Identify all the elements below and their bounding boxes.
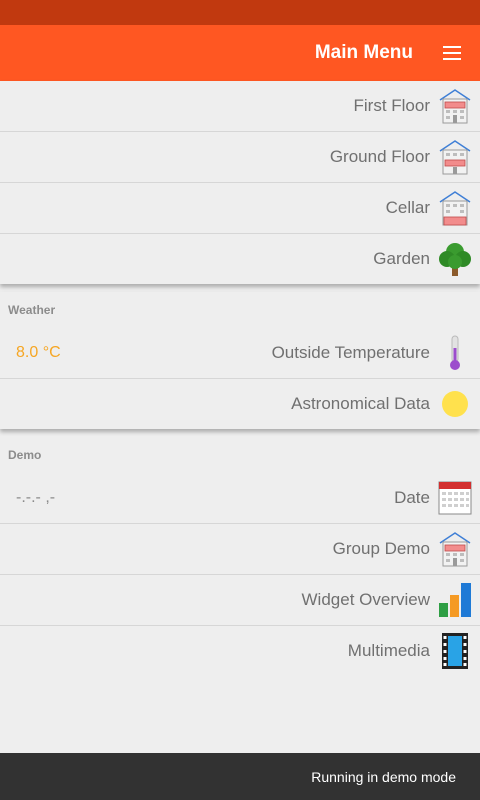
menu-item-outside-temperature[interactable]: 8.0 °C Outside Temperature	[0, 328, 480, 379]
tree-icon	[438, 240, 472, 278]
sun-icon	[438, 385, 472, 423]
snackbar-message: Running in demo mode	[311, 768, 456, 785]
menu-item-ground-floor[interactable]: Ground Floor	[0, 132, 480, 183]
menu-item-label: Widget Overview	[301, 590, 430, 609]
menu-item-label: Ground Floor	[329, 147, 430, 166]
hamburger-icon[interactable]	[443, 46, 461, 60]
demo-card: Demo -.-.- ,- Date Group Demo	[0, 437, 480, 677]
menu-item-label: Outside Temperature	[271, 343, 430, 362]
menu-item-label: Garden	[373, 249, 430, 268]
menu-item-label: Cellar	[385, 198, 430, 217]
bar-chart-icon	[438, 581, 472, 619]
page-title: Main Menu	[314, 42, 413, 63]
menu-item-label: Group Demo	[332, 539, 430, 558]
menu-item-astronomical-data[interactable]: Astronomical Data	[0, 379, 480, 429]
house-first-floor-icon	[438, 87, 472, 125]
house-cellar-icon	[438, 189, 472, 227]
menu-item-multimedia[interactable]: Multimedia	[0, 626, 480, 676]
menu-item-label: Astronomical Data	[291, 394, 430, 413]
menu-item-group-demo[interactable]: Group Demo	[0, 524, 480, 575]
thermometer-icon	[438, 334, 472, 372]
section-header-demo: Demo	[8, 448, 42, 462]
menu-item-first-floor[interactable]: First Floor	[0, 81, 480, 132]
menu-item-label: Multimedia	[347, 641, 430, 660]
menu-item-label: Date	[394, 488, 430, 507]
temperature-value: 8.0 °C	[16, 344, 61, 361]
menu-item-label: First Floor	[353, 96, 431, 115]
demo-mode-snackbar: Running in demo mode	[0, 753, 480, 800]
calendar-icon	[438, 479, 472, 517]
system-status-bar	[0, 0, 480, 25]
date-value: -.-.- ,-	[16, 489, 56, 506]
menu-item-cellar[interactable]: Cellar	[0, 183, 480, 234]
film-icon	[438, 632, 472, 670]
menu-item-garden[interactable]: Garden	[0, 234, 480, 284]
weather-card: Weather 8.0 °C Outside Temperature Astro…	[0, 292, 480, 429]
house-icon	[438, 530, 472, 568]
menu-item-widget-overview[interactable]: Widget Overview	[0, 575, 480, 626]
house-ground-floor-icon	[438, 138, 472, 176]
app-bar: Main Menu	[0, 25, 480, 81]
section-header-weather: Weather	[8, 303, 56, 317]
menu-item-date[interactable]: -.-.- ,- Date	[0, 473, 480, 524]
floors-card: First Floor Ground Floor Cellar	[0, 81, 480, 284]
